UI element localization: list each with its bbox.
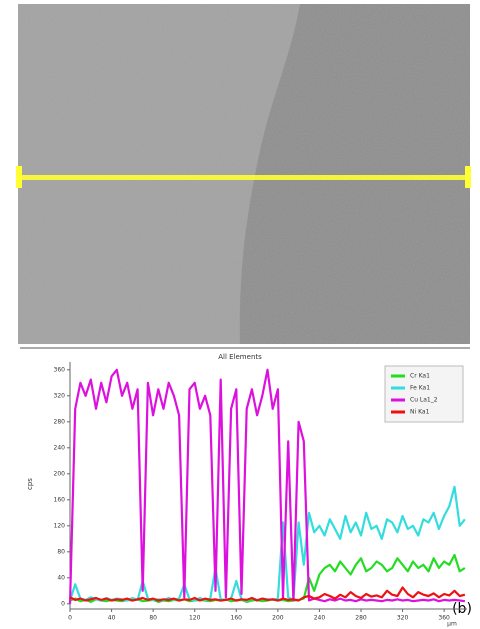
- y-tick-label: 320: [54, 392, 66, 399]
- chart-title: All Elements: [218, 353, 262, 361]
- data-line: [69, 586, 466, 602]
- y-tick-label: 80: [57, 548, 65, 555]
- x-tick-label: 40: [108, 615, 116, 622]
- x-tick-label: 0: [68, 615, 72, 622]
- sem-image: [16, 4, 471, 344]
- y-tick-label: 40: [57, 574, 65, 581]
- y-tick-label: 280: [54, 418, 66, 425]
- x-tick-label: 160: [231, 615, 243, 622]
- y-tick-label: 360: [54, 366, 66, 373]
- x-tick-label: 320: [397, 615, 409, 622]
- y-tick-label: 0: [61, 600, 65, 607]
- x-tick-label: 80: [149, 615, 157, 622]
- legend-label: Fe Ka1: [410, 385, 430, 392]
- y-axis-label: cps: [26, 478, 34, 490]
- x-tick-label: 120: [189, 615, 201, 622]
- legend-label: Cr Ka1: [410, 373, 430, 380]
- y-tick-label: 120: [54, 522, 66, 529]
- legend-label: Ni Ka1: [410, 409, 430, 416]
- x-tick-label: 240: [314, 615, 326, 622]
- y-tick-label: 200: [54, 470, 66, 477]
- x-tick-label: 200: [272, 615, 284, 622]
- y-tick-label: 160: [54, 496, 66, 503]
- x-tick-label: 280: [355, 615, 367, 622]
- x-axis-label: µm: [447, 621, 457, 628]
- legend-label: Cu La1_2: [410, 397, 438, 404]
- y-tick-label: 240: [54, 444, 66, 451]
- data-line: [68, 368, 466, 604]
- x-tick-label: 360: [438, 615, 450, 622]
